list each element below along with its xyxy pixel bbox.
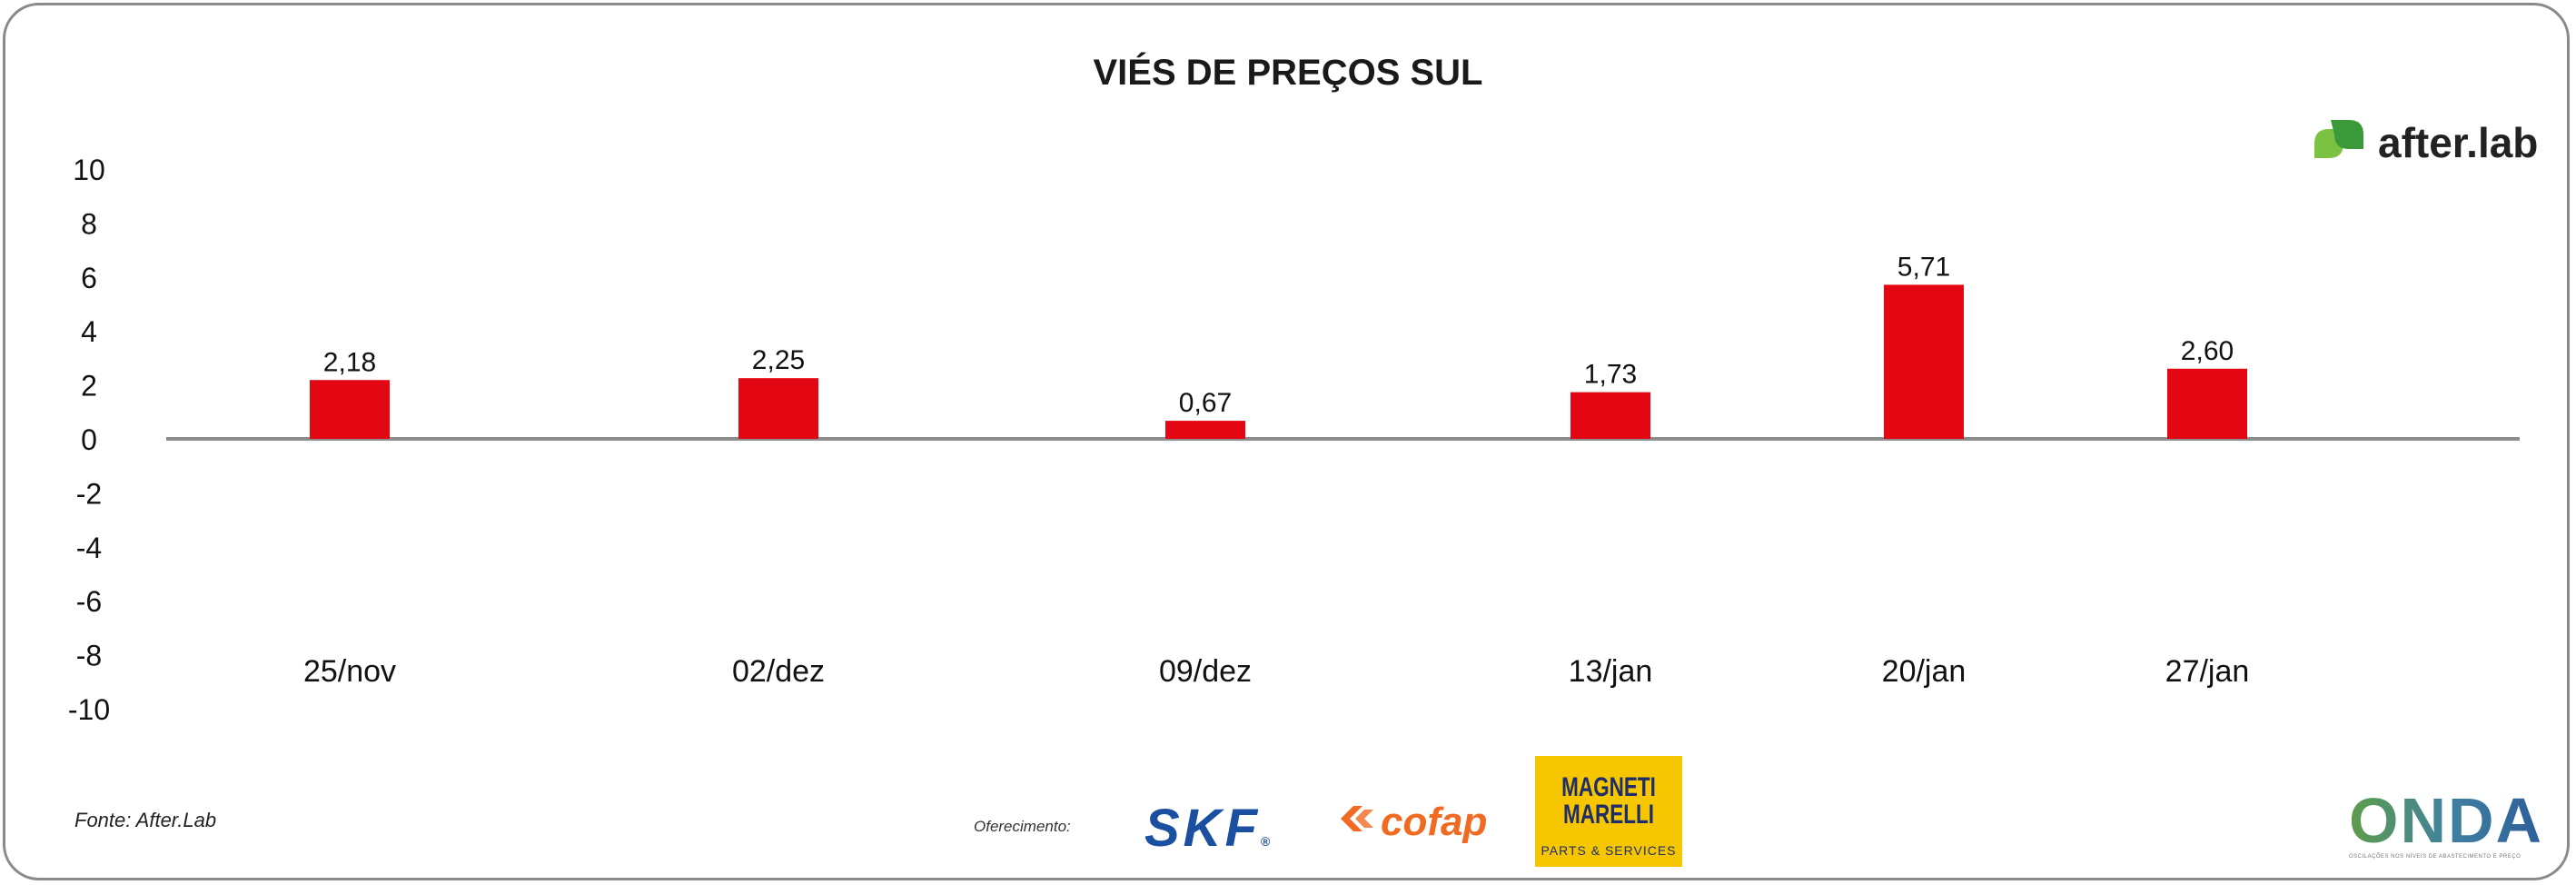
- onda-logo: ONDA OSCILAÇÕES NOS NÍVEIS DE ABASTECIME…: [2349, 785, 2544, 860]
- bar-value-label: 1,73: [1584, 360, 1637, 390]
- x-tick-label: 27/jan: [2165, 654, 2250, 689]
- x-tick-label: 20/jan: [1882, 654, 1967, 689]
- y-axis-ticks: 10 8 6 4 2 0 -2 -4 -6 -8 -10: [68, 154, 110, 726]
- source-note: Fonte: After.Lab: [74, 809, 217, 831]
- magneti-logo-subtitle: PARTS & SERVICES: [1541, 843, 1677, 858]
- y-tick-label: -2: [76, 477, 102, 510]
- y-tick-label: 10: [73, 154, 105, 186]
- onda-logo-text: ONDA: [2349, 785, 2544, 856]
- bar-27/jan: [2167, 368, 2247, 439]
- chart-title: VIÉS DE PREÇOS SUL: [1093, 53, 1483, 93]
- y-tick-label: -10: [68, 693, 110, 726]
- bar-09/dez: [1165, 421, 1245, 439]
- cofap-mark-icon: [1341, 806, 1373, 831]
- onda-logo-tagline: OSCILAÇÕES NOS NÍVEIS DE ABASTECIMENTO E…: [2349, 854, 2522, 860]
- x-tick-label: 25/nov: [303, 654, 396, 689]
- x-tick-label: 02/dez: [732, 654, 825, 689]
- magneti-logo-line1: MAGNETI: [1561, 772, 1656, 802]
- bar-25/nov: [310, 380, 390, 439]
- afterlab-logo: after.lab: [2307, 116, 2561, 174]
- bars: [310, 284, 2247, 439]
- bar-value-label: 0,67: [1179, 388, 1232, 418]
- bar-02/dez: [738, 378, 818, 439]
- skf-registered-mark: ®: [1261, 834, 1271, 849]
- afterlab-leaf-icon: [2314, 120, 2363, 158]
- y-tick-label: -6: [76, 585, 102, 618]
- bar-13/jan: [1570, 392, 1650, 439]
- value-labels: 2,18 2,25 0,67 1,73 5,71 2,60: [323, 252, 2234, 418]
- bar-20/jan: [1884, 284, 1964, 439]
- bar-value-label: 2,25: [752, 345, 805, 375]
- y-tick-label: -8: [76, 640, 102, 672]
- y-tick-label: 6: [81, 262, 97, 294]
- y-tick-label: 8: [81, 207, 97, 240]
- y-tick-label: -4: [76, 532, 102, 564]
- bar-value-label: 5,71: [1897, 252, 1950, 282]
- afterlab-logo-text: after.lab: [2378, 119, 2539, 166]
- chart-frame: [3, 3, 2570, 880]
- magneti-marelli-logo: MAGNETI MARELLI PARTS & SERVICES: [1535, 756, 1682, 867]
- y-tick-label: 2: [81, 370, 97, 403]
- x-tick-label: 09/dez: [1159, 654, 1252, 689]
- y-tick-label: 0: [81, 423, 97, 456]
- bar-value-label: 2,18: [323, 347, 376, 377]
- skf-logo-text: SKF: [1144, 799, 1261, 858]
- sponsor-label: Oferecimento:: [974, 818, 1071, 835]
- cofap-logo-text: cofap: [1381, 800, 1488, 844]
- x-axis-labels: 25/nov 02/dez 09/dez 13/jan 20/jan 27/jan: [303, 654, 2249, 689]
- magneti-logo-line2: MARELLI: [1562, 800, 1654, 830]
- y-tick-label: 4: [81, 315, 97, 348]
- skf-logo: SKF®: [1144, 798, 1270, 859]
- bar-value-label: 2,60: [2181, 336, 2234, 366]
- cofap-logo: cofap: [1337, 800, 1487, 845]
- x-tick-label: 13/jan: [1569, 654, 1653, 689]
